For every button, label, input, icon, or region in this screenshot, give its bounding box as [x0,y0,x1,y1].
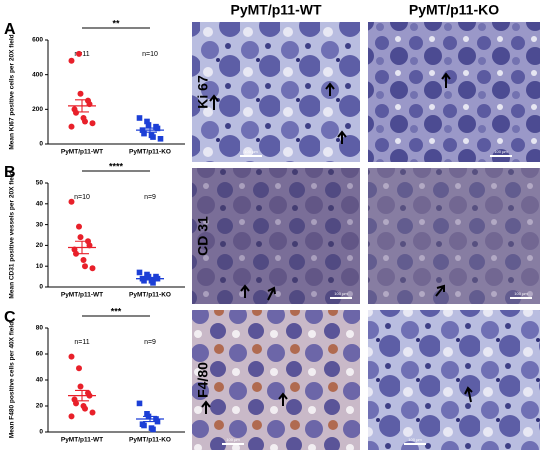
micrograph [368,168,540,304]
n-label: n=10 [74,194,90,201]
data-point [141,130,147,137]
data-point [68,353,75,360]
y-tick-label: 0 [39,429,43,436]
x-tick-label: PyMT/p11-KO [129,292,171,299]
data-point [82,118,88,125]
data-point [145,122,152,128]
y-tick-label: 30 [36,221,44,228]
y-tick-label: 40 [36,201,44,208]
micrograph [192,310,360,450]
micrograph [192,168,360,304]
row-label: Ki 67 [195,75,211,109]
n-label: n=11 [74,51,89,58]
data-point [73,400,79,407]
x-tick-label: PyMT/p11-KO [129,149,171,156]
y-tick-label: 0 [39,141,43,148]
data-point [150,426,156,433]
row-label: F4/80 [195,362,211,398]
data-point [68,198,75,205]
x-tick-label: PyMT/p11-WT [61,437,103,444]
panel-label: A [4,21,16,38]
data-point [68,123,75,130]
data-point [141,277,147,284]
data-point [77,90,84,97]
significance-label: *** [111,306,122,316]
scale-label: 100 µm [514,291,528,296]
scale-label: 100 µm [494,149,508,154]
y-tick-label: 60 [36,351,44,358]
data-point [76,365,82,372]
error-bar [143,276,157,281]
scale-bars [222,155,532,445]
x-tick-label: PyMT/p11-KO [129,437,171,444]
x-tick-label: PyMT/p11-WT [61,292,103,299]
y-axis-label: Mean F480 positive cells per 40X field [9,322,16,438]
scale-label: 100 µm [408,437,422,442]
y-tick-label: 40 [36,377,44,384]
x-tick-label: PyMT/p11-WT [61,149,103,156]
n-label: n=11 [74,339,89,346]
y-tick-label: 50 [36,180,44,187]
column-header: PyMT/p11-WT [230,2,321,18]
data-point [68,413,75,420]
error-bar [143,127,157,133]
panel-label: B [4,164,16,181]
error-bar [75,99,89,113]
data-point [89,265,96,272]
y-tick-label: 600 [32,37,43,44]
significance-label: **** [109,161,124,171]
y-tick-label: 10 [36,263,44,270]
data-point [154,125,161,132]
panel-label: C [4,309,16,326]
error-bar [75,389,89,402]
micrograph-grid: 100 µm 100 µm 100 µm 100 µm 100 µm 100 µ… [192,2,540,450]
scale-label: 100 µm [226,437,240,442]
scale-label: 100 µm [334,291,348,296]
y-axis-label: Mean CD31 positive vessels per 20X field [9,171,16,298]
y-tick-label: 400 [32,71,43,78]
data-point [154,418,161,425]
micrograph [192,22,360,162]
data-point [68,57,75,64]
column-header: PyMT/p11-KO [409,2,499,18]
y-tick-label: 0 [39,284,43,291]
scale-label: 100 µm [244,149,258,154]
y-tick-label: 200 [32,106,43,113]
data-point [136,269,143,276]
y-tick-label: 20 [36,242,44,249]
n-label: n=9 [144,339,156,346]
arrows [201,72,473,414]
data-point [76,223,82,230]
data-point [82,263,88,270]
data-point [73,109,79,116]
data-point [136,115,143,121]
data-point [144,118,150,125]
data-point [80,256,87,263]
data-point [77,234,84,241]
data-point [150,280,156,286]
data-point [89,409,96,416]
data-point [157,136,164,142]
data-point [145,273,152,280]
micrograph [368,310,540,450]
significance-label: ** [112,18,120,28]
n-label: n=10 [142,51,158,58]
y-tick-label: 80 [36,325,44,332]
data-point [82,405,88,412]
row-label: CD 31 [195,216,211,256]
data-point [77,383,84,390]
data-point [136,400,143,407]
error-bar [143,415,157,423]
data-point [89,120,96,127]
data-point [150,134,156,140]
error-bar [75,240,89,255]
y-tick-label: 20 [36,403,44,410]
data-point [141,422,147,429]
micrograph [368,22,540,162]
y-axis-label: Mean Ki67 positive cells per 20X field [9,34,16,149]
data-point [76,50,82,57]
n-label: n=9 [144,194,156,201]
